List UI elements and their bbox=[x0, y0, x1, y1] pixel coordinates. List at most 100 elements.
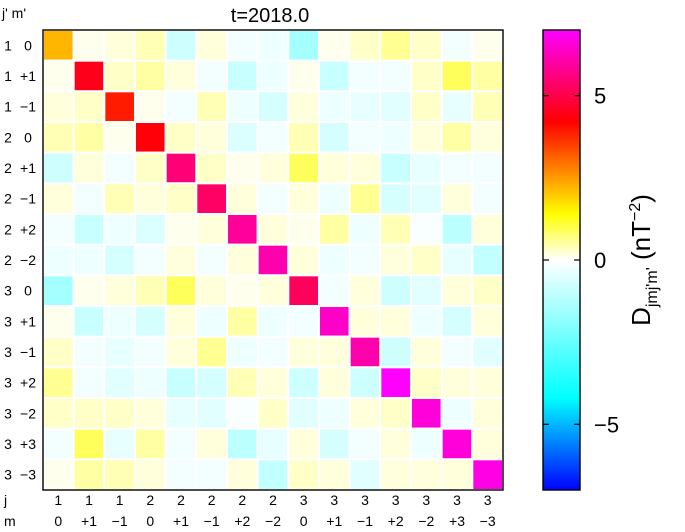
heatmap-cell bbox=[348, 243, 382, 277]
row-label-j: 1 bbox=[4, 37, 12, 53]
colorbar-ticks: 5 0 −5 bbox=[543, 84, 619, 437]
heatmap-cell bbox=[440, 59, 474, 93]
heatmap-cell bbox=[42, 182, 75, 215]
heatmap-cell bbox=[72, 427, 106, 461]
heatmap-cell bbox=[42, 458, 75, 492]
col-label-m: −2 bbox=[265, 513, 281, 529]
heatmap-cell bbox=[103, 427, 137, 461]
heatmap-cell bbox=[134, 427, 167, 461]
heatmap-cell bbox=[164, 151, 198, 185]
heatmap-cell bbox=[287, 366, 321, 400]
heatmap-cell bbox=[379, 427, 413, 461]
heatmap-cell bbox=[318, 335, 351, 369]
col-label-j: 3 bbox=[422, 492, 430, 508]
heatmap-cell bbox=[471, 29, 505, 62]
heatmap-cell bbox=[226, 335, 259, 369]
heatmap-cell bbox=[164, 182, 198, 215]
heatmap-cell bbox=[348, 458, 382, 492]
heatmap-cell bbox=[256, 121, 290, 154]
heatmap-cell bbox=[72, 90, 106, 124]
row-label-j: 2 bbox=[4, 221, 12, 237]
heatmap-cell bbox=[256, 213, 290, 246]
heatmap-cell bbox=[348, 366, 382, 400]
heatmap-cell bbox=[440, 182, 474, 215]
heatmap-cell bbox=[471, 151, 505, 185]
heatmap-cell bbox=[471, 213, 505, 246]
heatmap-cell bbox=[287, 59, 321, 93]
heatmap-cell bbox=[287, 397, 321, 430]
heatmap-cell bbox=[195, 121, 228, 154]
heatmap-cell bbox=[318, 29, 351, 62]
heatmap-cell bbox=[379, 366, 413, 400]
heatmap-cell bbox=[256, 366, 290, 400]
heatmap-cell bbox=[287, 90, 321, 124]
heatmap-cell bbox=[164, 458, 198, 492]
heatmap-cell bbox=[164, 29, 198, 62]
heatmap-cell bbox=[471, 59, 505, 93]
heatmap-cell bbox=[348, 274, 382, 308]
heatmap-cell bbox=[348, 90, 382, 124]
heatmap-cell bbox=[318, 274, 351, 308]
chart-title: t=2018.0 bbox=[231, 5, 309, 27]
heatmap-cell bbox=[410, 305, 443, 338]
heatmap-cell bbox=[164, 121, 198, 154]
heatmap-cell bbox=[256, 90, 290, 124]
col-label-m: −1 bbox=[112, 513, 128, 529]
heatmap-cell bbox=[410, 121, 443, 154]
heatmap-cell bbox=[195, 29, 228, 62]
heatmap-cell bbox=[348, 397, 382, 430]
heatmap-cell bbox=[471, 182, 505, 215]
heatmap-cell bbox=[72, 121, 106, 154]
heatmap-cell bbox=[256, 59, 290, 93]
col-label-j: 2 bbox=[208, 492, 216, 508]
row-label-j: 3 bbox=[4, 283, 12, 299]
heatmap-cell bbox=[226, 366, 259, 400]
colorbar bbox=[542, 29, 581, 491]
heatmap-cell bbox=[471, 90, 505, 124]
heatmap-cell bbox=[164, 274, 198, 308]
heatmap-cell bbox=[410, 243, 443, 277]
heatmap-cell bbox=[318, 59, 351, 93]
heatmap-cell bbox=[164, 213, 198, 246]
heatmap-cell bbox=[471, 305, 505, 338]
heatmap-cell bbox=[103, 213, 137, 246]
heatmap-cell bbox=[410, 335, 443, 369]
heatmap-cell bbox=[134, 397, 167, 430]
heatmap-cell bbox=[226, 29, 259, 62]
heatmap-cell bbox=[410, 151, 443, 185]
heatmap-cell bbox=[42, 121, 75, 154]
heatmap-cell bbox=[379, 243, 413, 277]
row-label-m: −1 bbox=[20, 191, 36, 207]
heatmap-cell bbox=[42, 59, 75, 93]
heatmap-cell bbox=[164, 305, 198, 338]
heatmap-cell bbox=[134, 274, 167, 308]
heatmap-cell bbox=[287, 121, 321, 154]
heatmap-cell bbox=[348, 59, 382, 93]
heatmap-cell bbox=[348, 335, 382, 369]
heatmap-cell bbox=[471, 458, 505, 492]
heatmap-cell bbox=[440, 151, 474, 185]
col-label-m: 0 bbox=[54, 513, 62, 529]
heatmap-cell bbox=[379, 397, 413, 430]
heatmap-cell bbox=[103, 335, 137, 369]
heatmap-cell bbox=[164, 59, 198, 93]
row-label-m: 0 bbox=[24, 129, 32, 145]
col-label-j: 3 bbox=[361, 492, 369, 508]
col-label-m: +1 bbox=[173, 513, 189, 529]
heatmap-cell bbox=[348, 29, 382, 62]
heatmap-cell bbox=[440, 243, 474, 277]
heatmap-cell bbox=[348, 427, 382, 461]
heatmap-cell bbox=[256, 182, 290, 215]
heatmap-cell bbox=[440, 366, 474, 400]
col-label-m: −1 bbox=[357, 513, 373, 529]
col-label-m: +3 bbox=[449, 513, 465, 529]
heatmap-cell bbox=[287, 182, 321, 215]
heatmap-cell bbox=[103, 90, 137, 124]
col-label-j: 1 bbox=[116, 492, 124, 508]
heatmap-cell bbox=[103, 305, 137, 338]
heatmap-cell bbox=[72, 182, 106, 215]
heatmap-cell bbox=[72, 29, 106, 62]
col-label-m: +1 bbox=[81, 513, 97, 529]
col-label-m: +2 bbox=[234, 513, 250, 529]
heatmap-cell bbox=[379, 305, 413, 338]
